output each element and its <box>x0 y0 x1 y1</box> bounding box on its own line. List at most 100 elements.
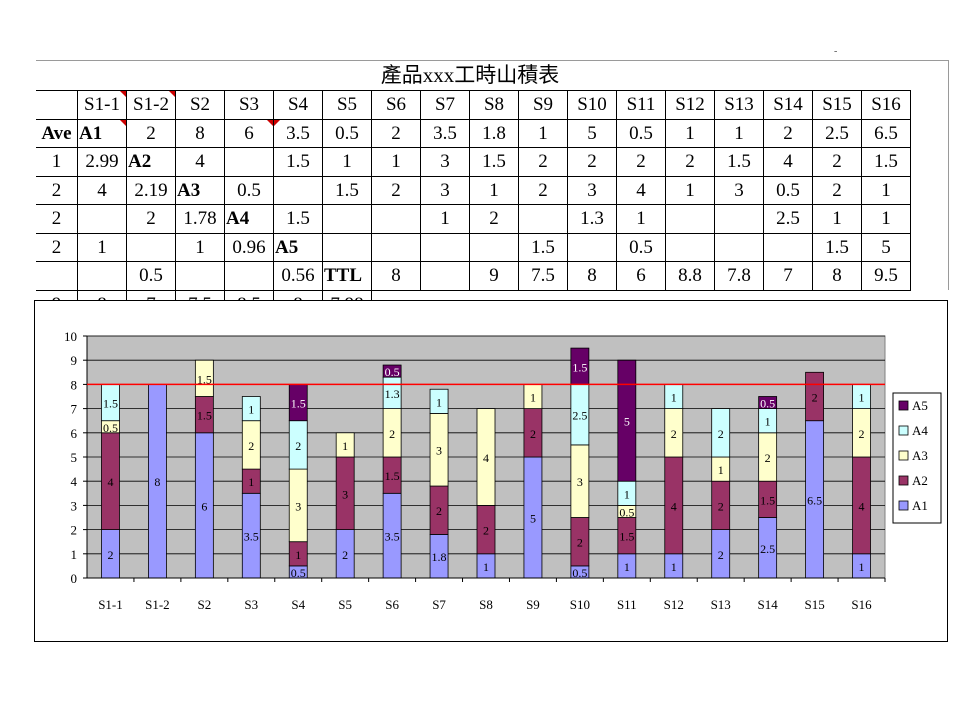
table-cell[interactable]: 8 <box>372 262 421 291</box>
table-cell[interactable]: 7.8 <box>715 262 764 291</box>
table-cell[interactable] <box>715 233 764 262</box>
column-header-s14[interactable]: S14 <box>764 91 813 120</box>
table-cell[interactable]: 2 <box>617 148 666 177</box>
table-cell[interactable] <box>470 233 519 262</box>
table-cell[interactable] <box>372 233 421 262</box>
table-cell[interactable]: 1.8 <box>470 119 519 148</box>
table-cell[interactable]: 1 <box>862 176 911 205</box>
row-average-a1[interactable]: 2.99 <box>78 148 127 177</box>
table-cell[interactable] <box>764 233 813 262</box>
table-cell[interactable]: 3 <box>568 176 617 205</box>
table-cell[interactable]: 2 <box>127 205 176 234</box>
row-header-ttl[interactable]: TTL <box>323 262 372 291</box>
table-cell[interactable] <box>666 233 715 262</box>
table-cell[interactable] <box>274 176 323 205</box>
row-header-a3[interactable]: A3 <box>176 176 225 205</box>
row-average-a3[interactable]: 1.78 <box>176 205 225 234</box>
column-header-s16[interactable]: S16 <box>862 91 911 120</box>
table-cell[interactable]: 2 <box>666 148 715 177</box>
table-cell[interactable]: 1 <box>176 233 225 262</box>
table-cell[interactable] <box>176 262 225 291</box>
column-header-s1-1[interactable]: S1-1 <box>78 91 127 120</box>
table-cell[interactable]: 5 <box>568 119 617 148</box>
table-cell[interactable]: 0.5 <box>617 119 666 148</box>
table-cell[interactable]: 6 <box>617 262 666 291</box>
table-cell[interactable]: 8 <box>568 262 617 291</box>
row-average-a4[interactable]: 0.96 <box>225 233 274 262</box>
column-header-s6[interactable]: S6 <box>372 91 421 120</box>
table-cell[interactable]: 7.5 <box>519 262 568 291</box>
column-header-s3[interactable]: S3 <box>225 91 274 120</box>
table-cell[interactable] <box>225 148 274 177</box>
table-cell[interactable]: 3 <box>421 176 470 205</box>
table-cell[interactable]: 7 <box>764 262 813 291</box>
column-header-s13[interactable]: S13 <box>715 91 764 120</box>
table-cell[interactable] <box>36 262 78 291</box>
table-cell[interactable]: 8 <box>813 262 862 291</box>
table-cell[interactable]: 3 <box>715 176 764 205</box>
table-cell[interactable]: 1 <box>519 119 568 148</box>
table-cell[interactable]: 1.5 <box>715 148 764 177</box>
table-cell[interactable]: 2 <box>764 119 813 148</box>
table-cell[interactable]: 4 <box>617 176 666 205</box>
table-cell[interactable]: 2 <box>127 119 176 148</box>
table-cell[interactable]: 1.5 <box>274 205 323 234</box>
table-cell[interactable]: 9 <box>470 262 519 291</box>
table-cell[interactable]: 1 <box>617 205 666 234</box>
row-header-a1[interactable]: A1 <box>78 119 127 148</box>
table-cell[interactable]: 2 <box>813 148 862 177</box>
column-header-s7[interactable]: S7 <box>421 91 470 120</box>
column-header-s2[interactable]: S2 <box>176 91 225 120</box>
table-cell[interactable]: 2 <box>36 176 78 205</box>
table-cell[interactable]: 2 <box>372 119 421 148</box>
table-cell[interactable]: 4 <box>176 148 225 177</box>
column-header-s11[interactable]: S11 <box>617 91 666 120</box>
table-cell[interactable]: 1 <box>666 119 715 148</box>
table-cell[interactable]: 0.5 <box>323 119 372 148</box>
column-header-s15[interactable]: S15 <box>813 91 862 120</box>
table-cell[interactable]: 2 <box>519 148 568 177</box>
table-cell[interactable]: 1 <box>421 205 470 234</box>
column-header-s8[interactable]: S8 <box>470 91 519 120</box>
table-cell[interactable] <box>78 262 127 291</box>
table-cell[interactable]: 1.5 <box>862 148 911 177</box>
table-cell[interactable] <box>372 205 421 234</box>
table-cell[interactable]: 2.5 <box>764 205 813 234</box>
table-cell[interactable] <box>421 233 470 262</box>
table-cell[interactable] <box>78 205 127 234</box>
column-header-s9[interactable]: S9 <box>519 91 568 120</box>
table-cell[interactable] <box>715 205 764 234</box>
table-cell[interactable] <box>519 205 568 234</box>
table-cell[interactable]: 1.3 <box>568 205 617 234</box>
table-cell[interactable]: 4 <box>78 176 127 205</box>
table-cell[interactable]: 3.5 <box>421 119 470 148</box>
table-cell[interactable]: 1 <box>470 176 519 205</box>
table-cell[interactable]: 1 <box>78 233 127 262</box>
table-cell[interactable]: 8 <box>176 119 225 148</box>
table-cell[interactable]: 1 <box>323 148 372 177</box>
table-cell[interactable] <box>225 262 274 291</box>
table-cell[interactable]: 2.5 <box>813 119 862 148</box>
table-cell[interactable] <box>568 233 617 262</box>
table-cell[interactable] <box>323 205 372 234</box>
table-cell[interactable]: 6.5 <box>862 119 911 148</box>
table-cell[interactable]: 9.5 <box>862 262 911 291</box>
table-cell[interactable]: 1.5 <box>519 233 568 262</box>
table-corner-cell[interactable] <box>36 91 78 120</box>
table-cell[interactable]: 1.5 <box>470 148 519 177</box>
table-cell[interactable]: 1 <box>813 205 862 234</box>
row-header-a5[interactable]: A5 <box>274 233 323 262</box>
table-cell[interactable]: 2 <box>36 233 78 262</box>
row-average-a2[interactable]: 2.19 <box>127 176 176 205</box>
table-cell[interactable] <box>666 205 715 234</box>
table-cell[interactable]: 1.5 <box>813 233 862 262</box>
table-cell[interactable]: 1.5 <box>323 176 372 205</box>
table-cell[interactable]: 2 <box>568 148 617 177</box>
table-cell[interactable]: 1.5 <box>274 148 323 177</box>
table-cell[interactable]: 1 <box>715 119 764 148</box>
table-cell[interactable]: 6 <box>225 119 274 148</box>
column-header-s12[interactable]: S12 <box>666 91 715 120</box>
table-cell[interactable]: 1 <box>372 148 421 177</box>
column-header-ave[interactable]: Ave <box>36 119 78 148</box>
table-cell[interactable]: 2 <box>813 176 862 205</box>
